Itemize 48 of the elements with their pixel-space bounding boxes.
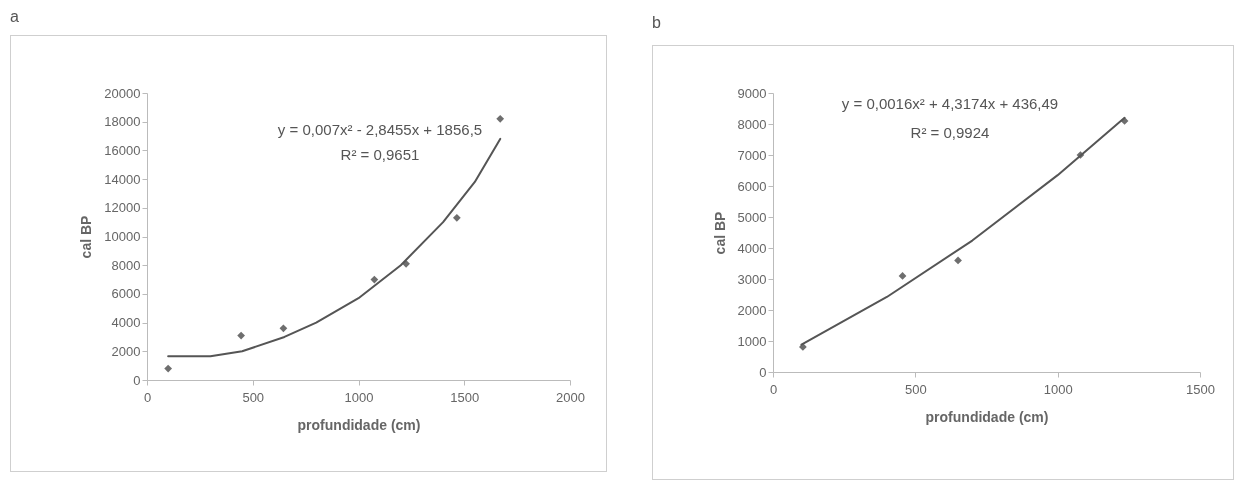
y-tick-label: 2000 (737, 302, 767, 318)
point (237, 331, 245, 340)
y-tick-label: 8000 (111, 257, 141, 273)
annotation: R² = 0,9924 (910, 124, 990, 141)
x-tick-label: 1000 (1043, 381, 1073, 397)
y-tick-label: 6000 (737, 178, 767, 194)
x-axis-title: profundidade (cm) (297, 416, 421, 433)
x-tick-label: 1000 (344, 389, 374, 405)
x-tick-label: 500 (242, 389, 265, 405)
point (496, 114, 505, 123)
y-tick-label: 16000 (104, 142, 141, 158)
y-tick-label: 6000 (111, 286, 141, 302)
y-tick-label: 1000 (737, 333, 767, 349)
y-tick-label: 18000 (104, 114, 141, 130)
x-tick-label: 1500 (450, 389, 480, 405)
y-tick-label: 7000 (737, 147, 767, 163)
y-tick-label: 12000 (104, 200, 141, 216)
y-tick-label: 14000 (104, 171, 141, 187)
y-axis-title: cal BP (711, 211, 728, 255)
line-series (167, 137, 502, 358)
x-axis-title: profundidade (cm) (925, 408, 1049, 425)
y-tick-label: 4000 (737, 240, 767, 256)
annotation: y = 0,0016x² + 4,3174x + 436,49 (841, 95, 1059, 112)
point (954, 256, 962, 265)
point (370, 275, 379, 284)
y-tick-label: 10000 (104, 229, 141, 244)
y-tick-label: 8000 (737, 116, 767, 132)
x-tick-label: 1500 (1186, 381, 1215, 397)
y-tick-label: 2000 (111, 343, 141, 359)
x-tick-label: 0 (143, 389, 152, 405)
point (164, 364, 173, 373)
y-tick-label: 9000 (737, 85, 767, 101)
point (452, 213, 461, 222)
y-tick-label: 3000 (737, 271, 767, 287)
chart-title: b (652, 14, 661, 31)
y-axis-title: cal BP (78, 215, 95, 259)
y-tick-label: 5000 (737, 209, 767, 225)
x-tick-label: 500 (904, 381, 927, 397)
x-tick-label: 2000 (556, 389, 585, 405)
y-tick-label: 4000 (111, 315, 141, 331)
y-tick-label: 0 (759, 364, 767, 380)
annotation: R² = 0,9651 (340, 146, 420, 163)
point (898, 272, 907, 280)
text: a (10, 8, 19, 25)
y-tick-label: 20000 (104, 85, 141, 101)
point (279, 324, 288, 333)
annotation: y = 0,007x² - 2,8455x + 1856,5 (277, 121, 483, 138)
x-tick-label: 0 (769, 381, 778, 397)
